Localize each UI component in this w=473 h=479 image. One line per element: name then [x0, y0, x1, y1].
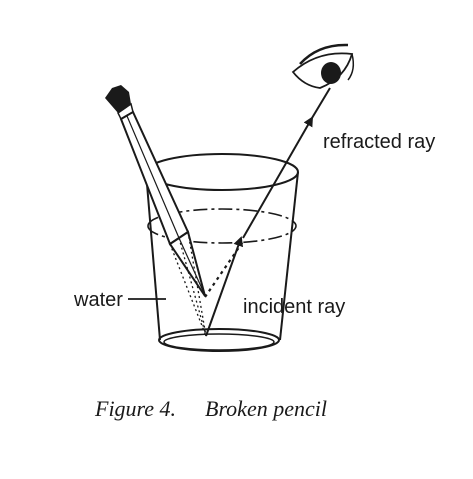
incident-ray — [205, 236, 244, 337]
eye-icon — [291, 43, 355, 89]
label-water: water — [73, 289, 123, 311]
pencil-real-dotted — [169, 231, 207, 337]
caption-figure: Figure 4. — [94, 396, 176, 421]
caption-title: Broken pencil — [205, 396, 327, 421]
glass-right-side — [279, 171, 299, 341]
apparent-ray — [204, 239, 245, 298]
pencil-stripe — [126, 115, 180, 239]
pencil-body — [119, 110, 190, 246]
label-refracted-ray: refracted ray — [323, 131, 435, 153]
apparent-ray-line — [204, 239, 245, 298]
water-surface-back — [147, 208, 297, 227]
refracted-ray — [242, 87, 331, 239]
refracted-ray-line — [242, 116, 313, 239]
water-surface-front — [147, 225, 297, 244]
refracted-ray-extension — [311, 87, 331, 119]
glass-bottom-inner — [163, 333, 275, 351]
pencil-eraser — [105, 85, 131, 113]
glass-left-side — [145, 171, 161, 341]
glass-bottom — [158, 328, 280, 352]
water-surface — [147, 208, 297, 244]
label-incident-ray: incident ray — [243, 296, 345, 318]
incident-ray-line — [205, 236, 244, 337]
glass-rim — [145, 153, 299, 191]
glass-icon — [145, 153, 299, 352]
pencil-icon — [105, 85, 207, 337]
pencil-apparent-stripe — [178, 237, 205, 294]
